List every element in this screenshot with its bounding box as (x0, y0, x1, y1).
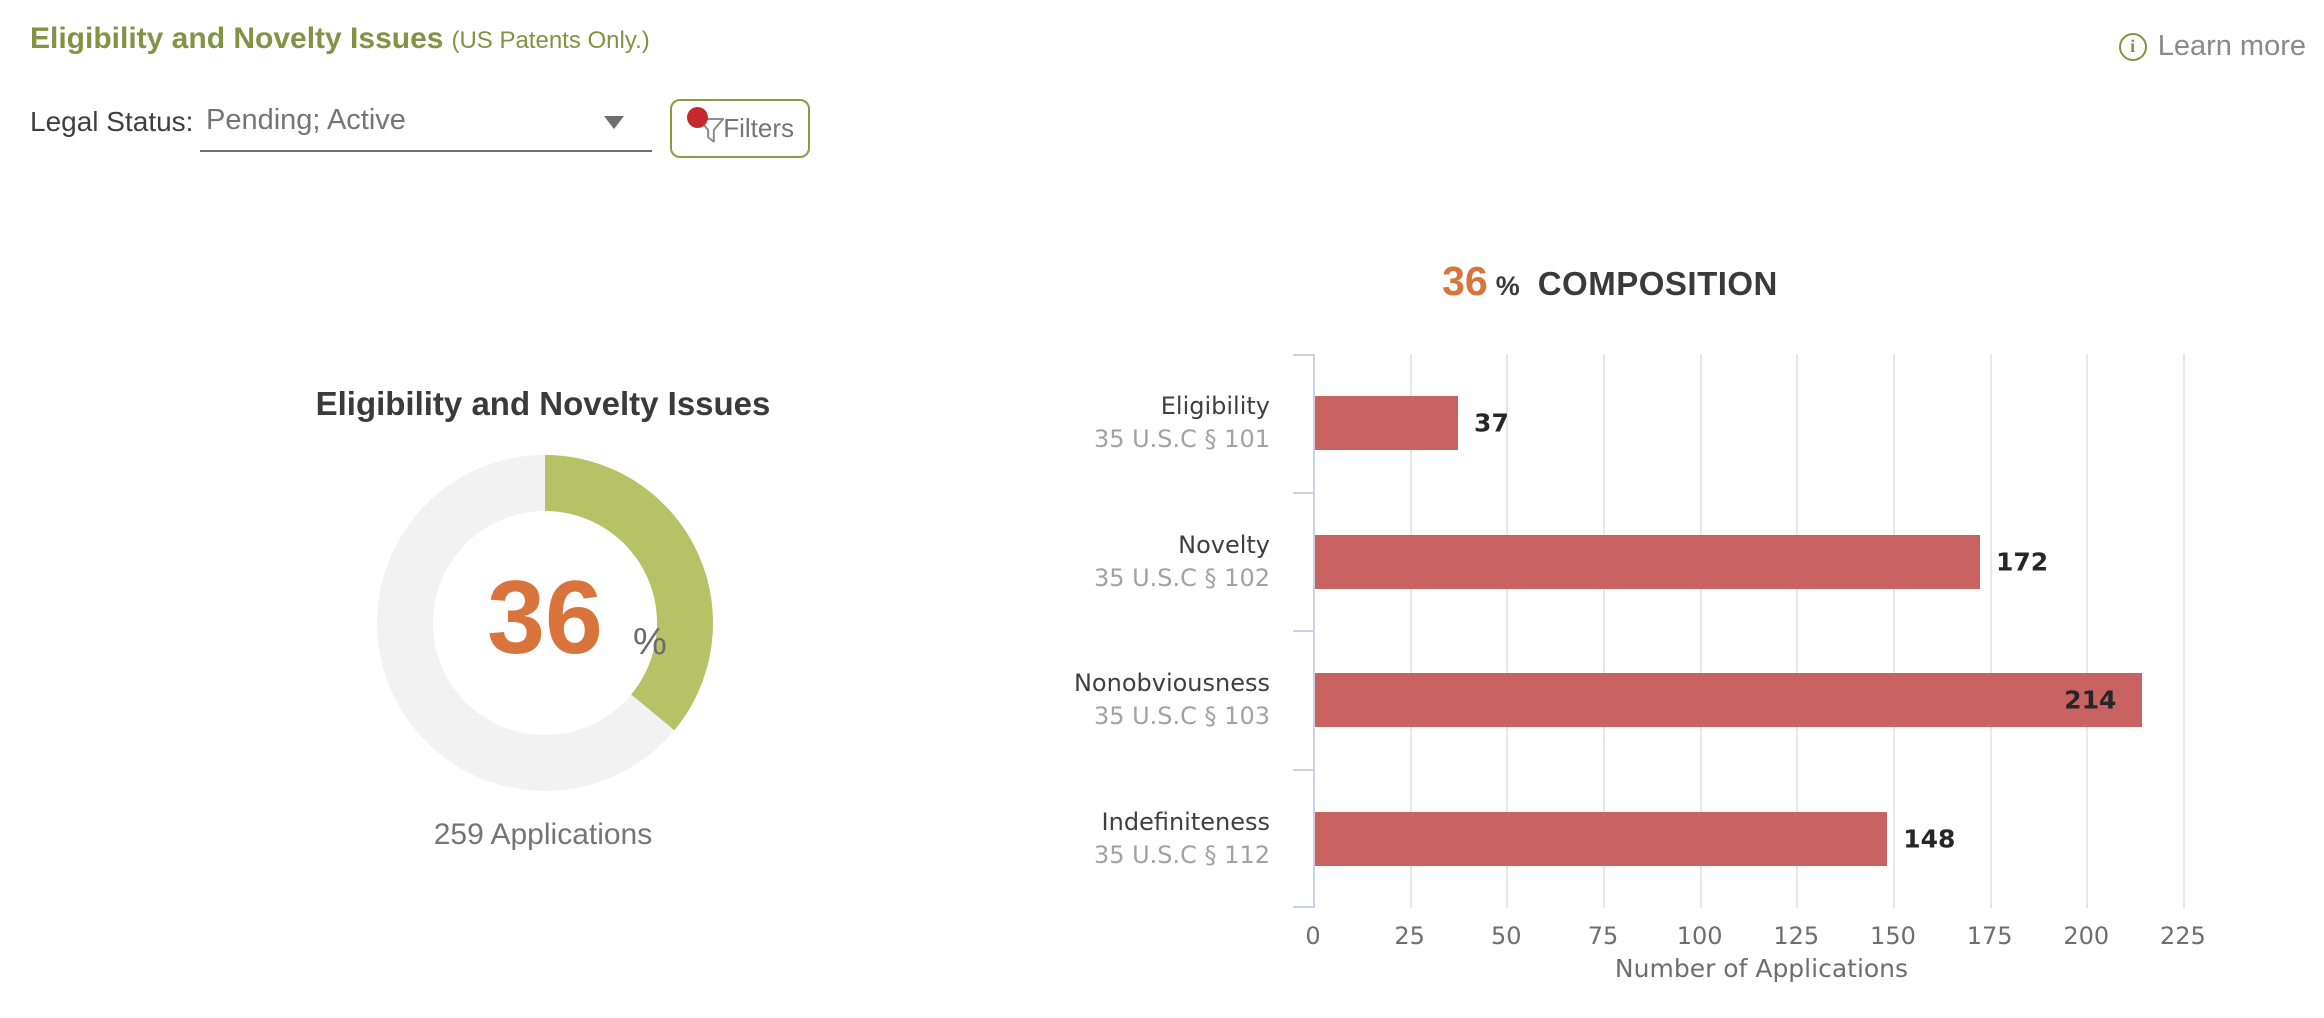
category-label-novelty: Novelty 35 U.S.C § 102 (970, 529, 1270, 595)
x-axis-tick-label: 175 (1966, 922, 2013, 950)
x-axis-tick-label: 150 (1870, 922, 1916, 950)
composition-title-label: COMPOSITION (1537, 265, 1778, 302)
bar-nonobviousness[interactable] (1315, 673, 2143, 728)
bar-value-label: 172 (1996, 547, 2049, 577)
donut-caption: 259 Applications (433, 818, 653, 851)
category-name: Nonobviousness (1073, 669, 1270, 698)
category-label-nonobviousness: Nonobviousness 35 U.S.C § 103 (970, 667, 1270, 733)
x-axis-tick-label: 50 (1491, 922, 1522, 950)
category-name: Eligibility (1160, 392, 1270, 421)
learn-more-link[interactable]: i Learn more (2118, 30, 2306, 63)
category-statute: 35 U.S.C § 101 (1093, 425, 1270, 454)
legal-status-select[interactable]: Pending; Active (200, 98, 652, 152)
gridline (1892, 354, 1895, 908)
composition-percent-sign: % (1495, 271, 1520, 301)
donut-percent-value: 36 (487, 560, 603, 676)
page-title-text: Eligibility and Novelty Issues (30, 22, 444, 55)
gridline (1506, 354, 1509, 908)
category-label-eligibility: Eligibility 35 U.S.C § 101 (970, 390, 1270, 456)
gridline (1602, 354, 1605, 908)
x-axis-tick-label: 25 (1394, 922, 1425, 950)
y-axis-tick (1293, 906, 1313, 908)
category-statute: 35 U.S.C § 112 (1093, 840, 1270, 869)
gridline (2086, 354, 2089, 908)
bar-chart-plot-area: Number of Applications 0 25 50 75 100 125 150 1… (1074, 354, 2210, 983)
select-underline (200, 150, 652, 152)
x-axis-tick-label: 75 (1587, 922, 1619, 950)
x-axis-tick-label: 100 (1676, 922, 1723, 950)
gridline (1796, 354, 1799, 908)
category-statute: 35 U.S.C § 102 (1093, 563, 1270, 592)
donut-svg (377, 455, 713, 791)
page-title: Eligibility and Novelty Issues (US Patent… (30, 22, 650, 56)
composition-percent-value: 36 (1442, 258, 1488, 304)
x-axis-tick-label: 225 (2160, 922, 2206, 950)
category-name: Novelty (1178, 530, 1270, 559)
bar-value-label: 214 (2064, 685, 2117, 715)
bar-indefiniteness[interactable] (1315, 811, 1888, 866)
donut-chart[interactable]: 36 % (377, 455, 713, 791)
bar-novelty[interactable] (1315, 534, 1981, 589)
info-icon: i (2118, 32, 2147, 61)
x-axis-tick-label: 125 (1773, 922, 1820, 950)
gridline (1409, 354, 1412, 908)
donut-value-arc (377, 455, 713, 791)
filters-button-label: Filters (723, 113, 794, 143)
x-axis-tick-label: 200 (2063, 922, 2110, 950)
legal-status-value: Pending; Active (206, 104, 406, 136)
bar-value-label: 148 (1903, 824, 1956, 854)
donut-percent-sign: % (633, 621, 667, 663)
y-axis-tick (1293, 354, 1313, 356)
legal-status-label: Legal Status: (30, 106, 194, 137)
category-name: Indefiniteness (1101, 807, 1270, 836)
bar-value-label: 37 (1474, 408, 1509, 438)
page-subtitle: (US Patents Only.) (451, 27, 650, 54)
bar-eligibility[interactable] (1315, 396, 1459, 451)
y-axis-line (1313, 354, 1315, 908)
y-axis-tick (1293, 630, 1313, 632)
filters-button[interactable]: Filters (670, 99, 810, 158)
y-axis-tick (1293, 491, 1313, 494)
x-axis-tick-label: 0 (1305, 922, 1321, 950)
category-statute: 35 U.S.C § 103 (1093, 702, 1270, 731)
donut-chart-title: Eligibility and Novelty Issues (315, 385, 771, 422)
x-axis-title: Number of Applications (1614, 954, 1909, 983)
learn-more-label: Learn more (2157, 30, 2306, 62)
gridline (1989, 354, 1992, 908)
gridline (2182, 354, 2185, 908)
gridline (1699, 354, 1702, 908)
composition-title: 36% COMPOSITION (1260, 258, 1960, 305)
filter-active-badge (687, 107, 708, 128)
category-label-indefiniteness: Indefiniteness 35 U.S.C § 112 (970, 806, 1270, 872)
y-axis-tick (1293, 768, 1313, 771)
chevron-down-icon (604, 116, 624, 129)
funnel-icon (687, 107, 728, 148)
